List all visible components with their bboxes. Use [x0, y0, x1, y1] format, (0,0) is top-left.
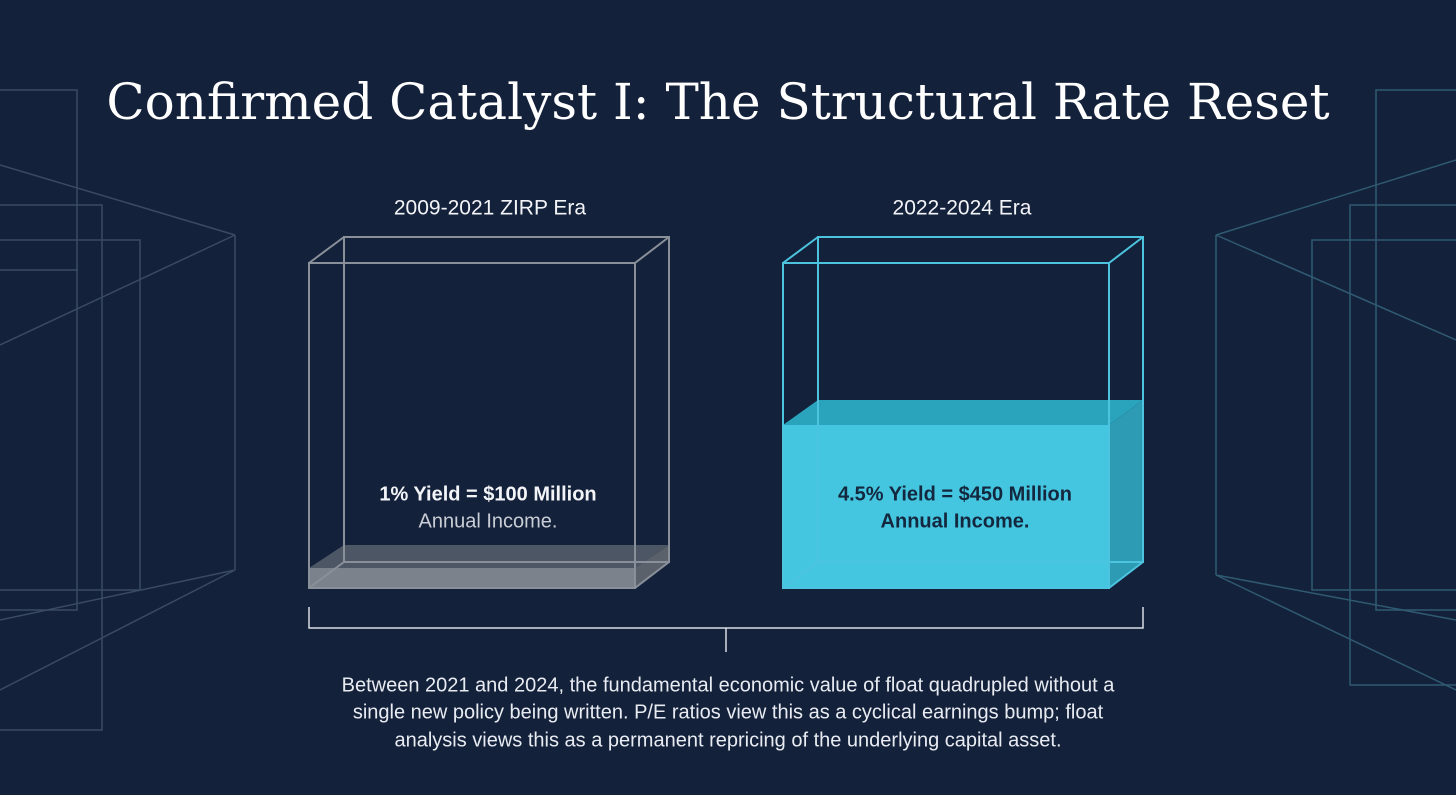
- yield-text: 1% Yield = $100 Million: [379, 483, 596, 505]
- caption-line: analysis views this as a permanent repri…: [394, 729, 1061, 751]
- right-box: [782, 236, 1144, 589]
- bracket: [308, 607, 1144, 652]
- income-text: Annual Income.: [419, 510, 558, 532]
- panel-label: 2009-2021 ZIRP Era: [394, 197, 587, 220]
- caption-line: Between 2021 and 2024, the fundamental e…: [342, 674, 1116, 696]
- title: Confirmed Catalyst I: The Structural Rat…: [106, 73, 1329, 131]
- caption-line: single new policy being written. P/E rat…: [353, 701, 1104, 723]
- left-decoration: [0, 89, 236, 731]
- left-box: [308, 236, 670, 589]
- yield-text: 4.5% Yield = $450 Million: [838, 483, 1072, 505]
- income-text: Annual Income.: [881, 510, 1030, 532]
- right-decoration: [1215, 89, 1456, 691]
- panel-label: 2022-2024 Era: [893, 197, 1032, 220]
